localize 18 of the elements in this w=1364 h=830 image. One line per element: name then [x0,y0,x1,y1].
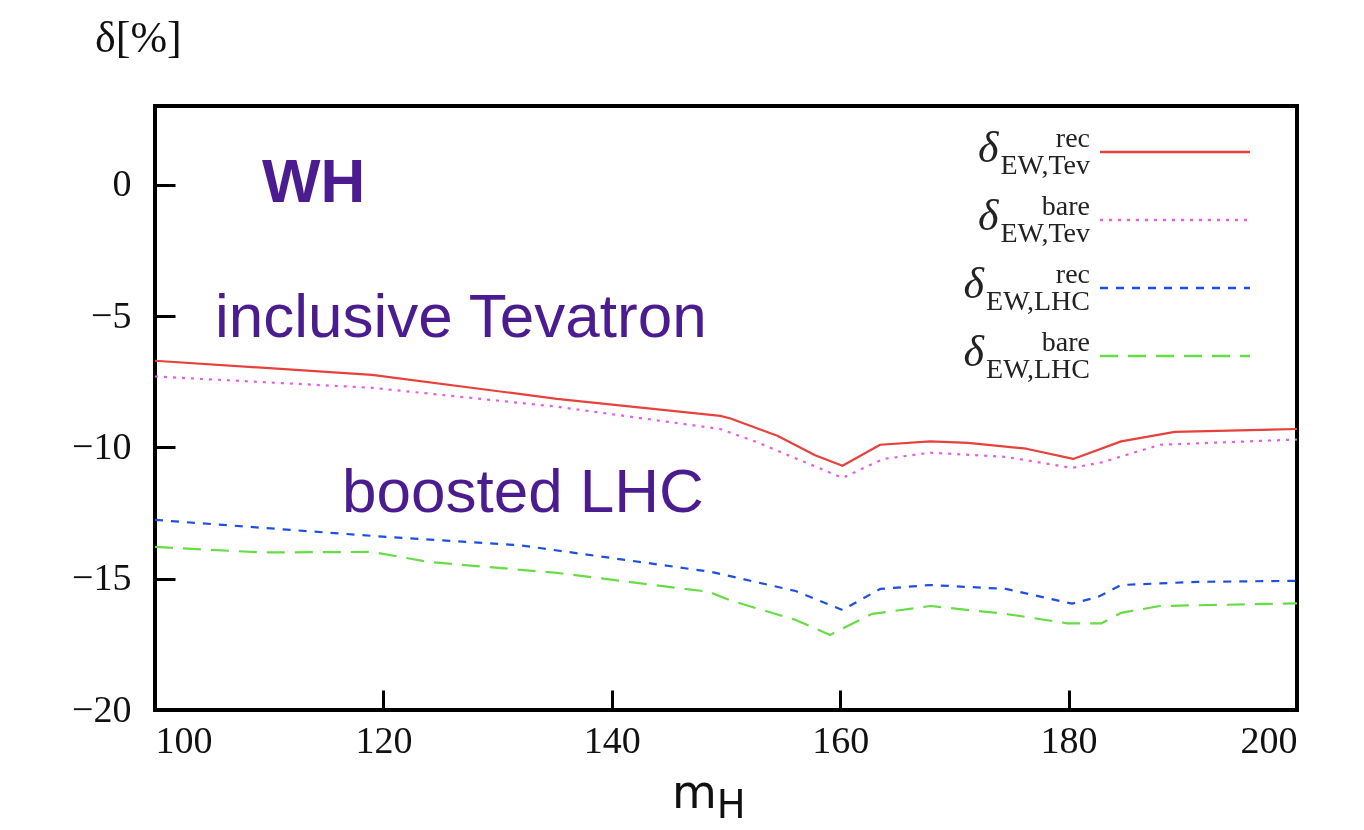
annotation: WH [262,145,366,216]
x-tick-label: 160 [812,718,870,761]
y-tick-label: −5 [91,293,132,336]
y-tick-label: −20 [72,687,132,730]
x-tick-label: 140 [583,718,641,761]
annotation: boosted LHC [342,455,704,526]
x-tick-label: 180 [1040,718,1098,761]
x-axis-title: m$_{H}$ [672,765,746,828]
x-tick-label: 100 [155,718,213,761]
y-tick-label: −10 [72,424,132,467]
x-tick-label: 120 [355,718,413,761]
y-tick-label: 0 [112,162,132,205]
y-axis-title: δ[%] [95,12,182,63]
annotation: inclusive Tevatron [215,280,707,351]
line-series [155,518,1297,612]
line-series [155,545,1297,636]
y-tick-label: −15 [72,556,132,599]
x-tick-label: 200 [1240,718,1298,761]
